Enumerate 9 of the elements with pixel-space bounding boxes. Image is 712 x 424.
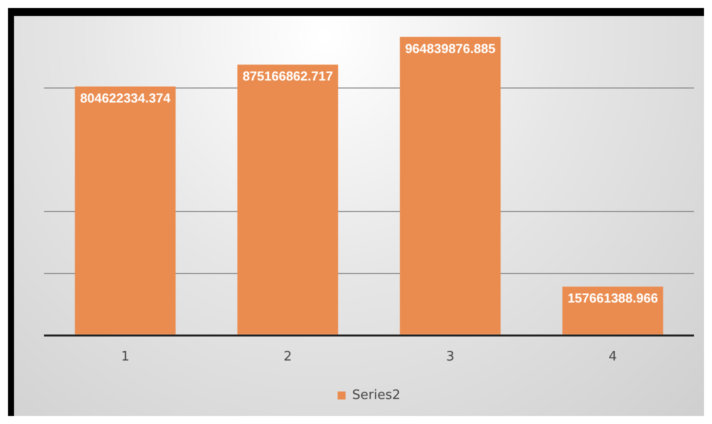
data-label: 157661388.966: [568, 290, 658, 306]
data-label: 964839876.885: [405, 40, 496, 56]
legend-label: Series2: [352, 388, 400, 403]
data-label: 804622334.374: [80, 90, 172, 106]
x-tick-label: 2: [284, 350, 292, 365]
x-tick-label: 1: [121, 350, 130, 365]
data-label: 875166862.717: [242, 68, 333, 84]
x-tick-label: 4: [608, 350, 617, 365]
x-tick-label: 3: [446, 350, 454, 365]
